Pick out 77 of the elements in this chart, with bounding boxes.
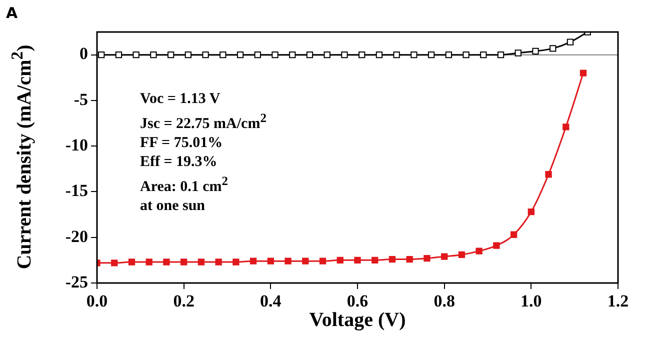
point — [98, 51, 105, 58]
point — [111, 260, 118, 266]
point — [215, 258, 222, 266]
point — [289, 51, 296, 58]
y-tick-label: -10 — [65, 135, 88, 154]
point — [163, 258, 170, 266]
point — [514, 50, 522, 56]
y-tick-label: -25 — [65, 272, 88, 292]
point — [497, 51, 504, 58]
point — [562, 124, 570, 130]
point — [202, 51, 209, 58]
point — [528, 208, 534, 216]
point — [493, 242, 500, 249]
point — [372, 256, 378, 264]
x-tick-label: 0.2 — [173, 292, 194, 311]
point — [580, 70, 587, 76]
y-tick-label: -20 — [65, 226, 88, 246]
x-tick-label: 0.0 — [86, 292, 108, 311]
annotation: Area: 0.1 cm$^{2}$ — [140, 173, 230, 197]
point — [232, 258, 240, 266]
point — [250, 258, 257, 264]
x-tick-label: 0.4 — [260, 292, 282, 311]
annotation: Eff = 19.3% — [140, 153, 218, 172]
point — [388, 256, 396, 263]
y-tick-label: 0 — [80, 44, 88, 64]
point — [428, 51, 435, 58]
point — [441, 253, 448, 260]
x-tick-label: 1.2 — [607, 292, 629, 311]
point — [445, 51, 452, 58]
point — [480, 51, 487, 58]
y-tick-label: -15 — [65, 181, 88, 200]
point — [545, 171, 552, 178]
point — [324, 51, 330, 58]
point — [319, 258, 326, 264]
point — [393, 51, 400, 58]
point — [510, 231, 518, 238]
point — [376, 51, 383, 58]
x-axis-title: Voltage (V) — [308, 309, 407, 332]
point — [410, 51, 418, 58]
point — [566, 38, 574, 46]
x-tick-label: 0.6 — [346, 292, 368, 311]
point — [150, 51, 157, 58]
point — [354, 256, 361, 264]
point — [358, 51, 366, 58]
text: A — [6, 4, 18, 22]
point — [220, 51, 226, 58]
point — [115, 51, 122, 58]
point — [458, 251, 466, 258]
point — [167, 51, 174, 58]
point — [550, 45, 556, 52]
x-tick-label: 1.0 — [520, 292, 542, 311]
point — [236, 51, 244, 58]
point — [306, 51, 314, 58]
point — [254, 51, 261, 58]
x-tick-label: 0.8 — [434, 292, 455, 311]
point — [146, 258, 152, 266]
annotation: Voc = 1.13 V — [140, 90, 222, 109]
point — [336, 256, 344, 264]
point — [198, 258, 205, 266]
annotation: FF = 75.01% — [140, 134, 224, 153]
point — [128, 258, 136, 266]
point — [406, 256, 413, 263]
annotation: at one sun — [140, 197, 206, 216]
point — [341, 51, 348, 58]
annotation: Jsc = 22.75 mA/cm$^{2}$ — [140, 110, 266, 134]
point — [180, 258, 188, 266]
point — [272, 51, 278, 58]
point — [184, 51, 192, 58]
point — [267, 258, 274, 264]
point — [132, 51, 140, 58]
point — [284, 258, 292, 264]
point — [462, 51, 470, 58]
point — [476, 248, 482, 254]
point — [302, 258, 309, 264]
point — [424, 255, 430, 262]
y-tick-label: -5 — [74, 90, 88, 109]
point — [532, 48, 539, 54]
